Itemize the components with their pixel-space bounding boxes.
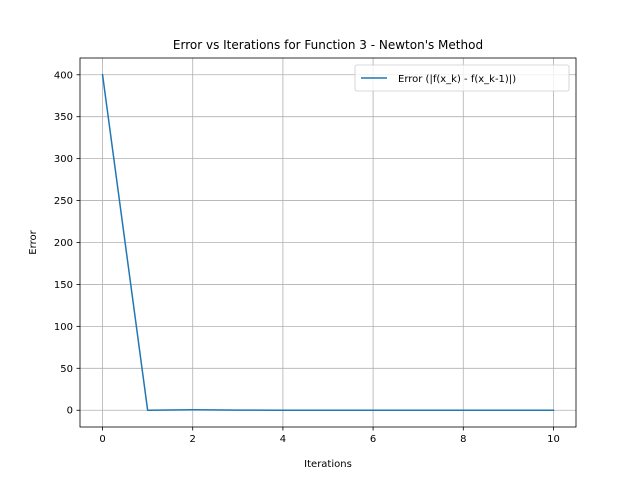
legend-box (354, 64, 570, 92)
y-axis-label: Error (28, 229, 39, 254)
y-tick-label: 350 (54, 112, 73, 123)
x-tick-label: 0 (99, 434, 105, 445)
y-tick-label: 0 (67, 406, 73, 417)
x-tick-label: 2 (190, 434, 196, 445)
x-axis-label: Iterations (304, 459, 352, 470)
chart-title: Error vs Iterations for Function 3 - New… (173, 38, 483, 52)
y-tick-label: 150 (54, 280, 73, 291)
x-tick-label: 8 (460, 434, 466, 445)
x-tick-label: 10 (547, 434, 560, 445)
x-axis-ticks: 0 2 4 6 8 10 (99, 427, 560, 445)
y-tick-label: 100 (54, 322, 73, 333)
legend: Error (|f(x_k) - f(x_k-1)|) (354, 64, 570, 92)
series-layer (101, 73, 555, 411)
x-tick-label: 4 (280, 434, 286, 445)
y-tick-label: 50 (60, 364, 73, 375)
y-tick-label: 300 (54, 154, 73, 165)
series-line (101, 73, 555, 411)
x-tick-label: 6 (370, 434, 376, 445)
legend-label: Error (|f(x_k) - f(x_k-1)|) (398, 74, 516, 85)
y-tick-label: 250 (54, 196, 73, 207)
y-axis-ticks: 0 50 100 150 200 250 300 350 400 (54, 70, 80, 417)
y-tick-label: 400 (54, 70, 73, 81)
y-tick-label: 200 (54, 238, 73, 249)
